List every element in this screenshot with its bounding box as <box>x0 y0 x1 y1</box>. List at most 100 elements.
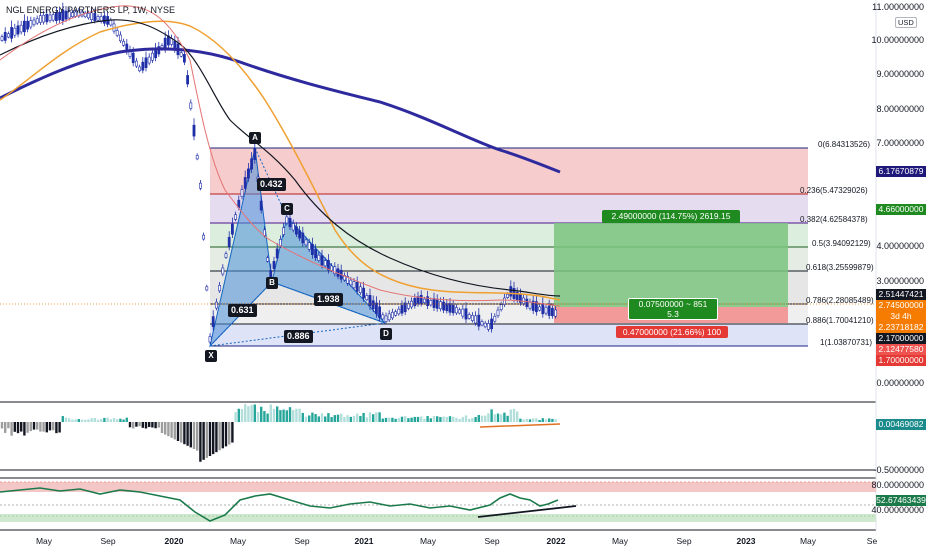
candle-body <box>42 14 46 23</box>
candle-body <box>96 16 100 21</box>
candle-body <box>480 321 484 326</box>
pattern-point-c[interactable]: C <box>281 203 293 215</box>
macd-bar <box>141 422 144 428</box>
candle-body <box>371 300 375 310</box>
candle-body <box>54 12 58 21</box>
macd-bar <box>122 419 125 422</box>
macd-bar <box>308 415 311 422</box>
candle-body <box>231 223 234 235</box>
macd-bar <box>352 415 356 422</box>
macd-bar <box>202 422 205 460</box>
candle-body <box>432 298 436 308</box>
ma-black-line <box>0 19 561 297</box>
position-stop-label: 0.47000000 (21.66%) 100 <box>616 326 728 338</box>
macd-bar <box>477 415 480 422</box>
currency-badge[interactable]: USD <box>895 17 917 28</box>
macd-bar <box>212 422 215 455</box>
candle-body <box>221 267 225 275</box>
fib-label-382: 0.382(4.62584378) <box>800 215 868 224</box>
candle-body <box>413 298 417 307</box>
candle-body <box>147 56 151 64</box>
macd-bar <box>506 415 509 422</box>
candle-body <box>550 307 554 317</box>
chart-title[interactable]: NGL ENERGY PARTNERS LP, 1W, NYSE <box>6 5 176 15</box>
macd-bar <box>250 404 253 422</box>
candle-body <box>464 308 468 320</box>
macd-bar <box>4 422 7 433</box>
candle-body <box>333 266 337 275</box>
pattern-point-b[interactable]: B <box>266 277 278 289</box>
fib-label-5: 0.5(3.94092129) <box>812 239 871 248</box>
macd-bar <box>132 422 135 429</box>
position-target-zone[interactable] <box>554 223 788 307</box>
candle-body <box>470 315 474 321</box>
macd-bar <box>160 422 164 433</box>
time-axis-label: May <box>419 536 437 546</box>
macd-bar <box>234 412 237 422</box>
candle-body <box>304 239 308 246</box>
candle-body <box>355 281 359 292</box>
candle-body <box>131 52 135 64</box>
macd-bar <box>39 422 42 432</box>
candle-body <box>282 227 286 235</box>
macd-bar <box>26 422 29 433</box>
macd-bar <box>144 422 148 429</box>
candle-body <box>291 223 295 231</box>
macd-bar <box>519 418 522 422</box>
macd-bar <box>260 406 263 422</box>
candle-body <box>307 242 311 250</box>
rsi-value-tag: 52.67463439 <box>876 495 926 506</box>
ma-orange-line <box>0 20 561 301</box>
candle-body <box>358 286 362 293</box>
candle-body <box>362 287 366 299</box>
candle-body <box>234 214 238 220</box>
macd-bar <box>237 408 240 422</box>
macd-bar <box>423 418 426 422</box>
macd-bar <box>544 419 548 422</box>
pattern-point-d[interactable]: D <box>380 328 392 340</box>
macd-bar <box>528 419 532 422</box>
price-tag-last: 2.74500000 <box>876 300 926 311</box>
candle-body <box>525 298 529 307</box>
candle-body <box>515 291 519 301</box>
candle-body <box>61 9 65 22</box>
macd-bar <box>45 422 48 433</box>
candle-body <box>3 32 7 41</box>
candle-body <box>554 309 558 317</box>
candle-body <box>458 309 462 314</box>
macd-bar <box>356 413 359 422</box>
candle-body <box>467 314 471 319</box>
macd-bar <box>263 411 266 422</box>
candle-body <box>0 36 4 41</box>
macd-bar <box>436 416 439 422</box>
candle-body <box>416 296 420 305</box>
candle-body <box>10 27 14 39</box>
pattern-point-a[interactable]: A <box>249 132 261 144</box>
macd-bar <box>359 415 362 422</box>
candle-body <box>547 305 551 316</box>
macd-bar <box>247 406 250 422</box>
price-tag-ma200: 6.17670879 <box>876 166 926 177</box>
macd-bar <box>480 415 484 422</box>
candle-body <box>259 200 263 211</box>
price-tag-stop: 1.70000000 <box>876 355 926 366</box>
candle-body <box>71 12 74 17</box>
candle-body <box>400 305 404 314</box>
macd-bar <box>333 415 336 422</box>
macd-bar <box>116 419 119 422</box>
candle-body <box>314 249 318 259</box>
fib-label-886: 0.886(1.70041210) <box>806 316 874 325</box>
macd-bar <box>125 417 128 422</box>
fib-label-618: 0.618(3.25599879) <box>806 263 874 272</box>
candle-body <box>528 302 532 309</box>
candle-body <box>7 33 10 38</box>
macd-bar <box>23 422 26 436</box>
macd-bar <box>84 419 87 422</box>
candle-body <box>67 11 71 19</box>
macd-bar <box>548 418 551 422</box>
pattern-point-x[interactable]: X <box>205 350 217 362</box>
candle-body <box>253 148 257 160</box>
macd-bar <box>240 409 244 422</box>
